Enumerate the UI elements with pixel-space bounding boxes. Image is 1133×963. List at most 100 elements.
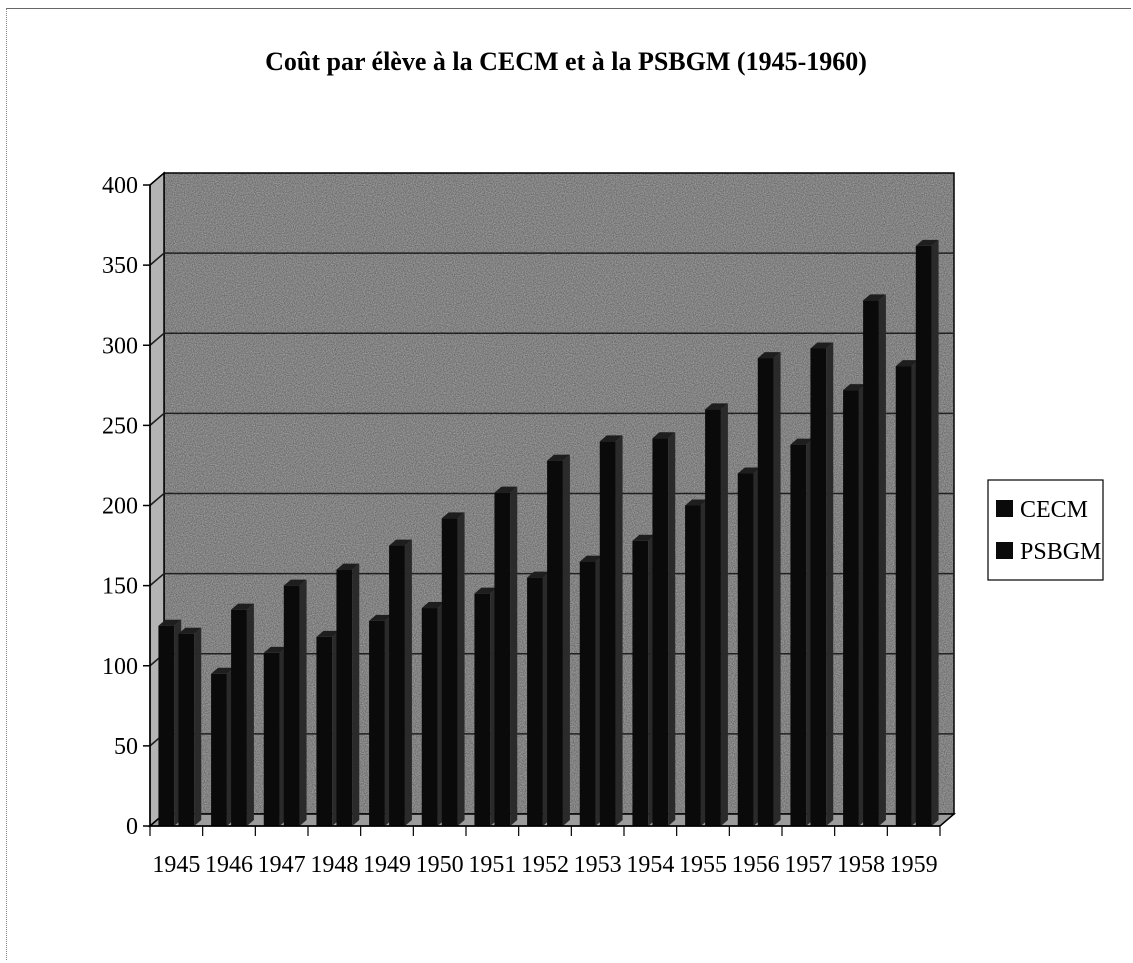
bar-cecm-1958	[843, 384, 866, 826]
bar-top	[790, 438, 814, 445]
bar-top	[705, 403, 728, 410]
bar-psbgm-1956	[757, 352, 781, 826]
y-tick-label: 50	[114, 734, 138, 760]
bar-front	[737, 473, 754, 826]
y-tick-label: 0	[126, 814, 138, 840]
bar-psbgm-1946	[231, 603, 254, 826]
bar-cecm-1955	[685, 499, 708, 826]
legend-swatch-cecm	[996, 500, 1013, 517]
legend: CECM PSBGM	[987, 479, 1104, 581]
bar-front	[369, 620, 385, 826]
bar-side	[457, 512, 465, 826]
bar-top	[810, 342, 834, 349]
bar-side	[615, 435, 623, 826]
x-tick-label: 1952	[521, 852, 569, 878]
x-tick-label: 1950	[416, 852, 464, 878]
bar-psbgm-1952	[547, 454, 570, 826]
bar-front	[685, 505, 701, 826]
legend-label-cecm: CECM	[1020, 497, 1088, 523]
bar-front	[547, 460, 563, 826]
bar-front	[494, 492, 511, 826]
bar-front	[599, 441, 616, 826]
y-tick-label: 350	[102, 253, 138, 279]
bar-top	[863, 294, 886, 301]
x-tick-label: 1951	[468, 852, 516, 878]
bar-top	[263, 646, 287, 653]
bar-front	[389, 545, 405, 826]
y-tick-label: 100	[102, 654, 138, 680]
bar-cecm-1946	[211, 667, 234, 826]
bar-front	[843, 390, 859, 826]
bar-front	[527, 577, 543, 826]
bar-front	[652, 438, 669, 826]
y-tick-label: 300	[102, 333, 138, 359]
legend-label-psbgm: PSBGM	[1020, 539, 1101, 565]
bar-front	[790, 444, 807, 826]
bar-front	[705, 409, 721, 826]
bar-cecm-1948	[316, 630, 340, 826]
y-tick-label: 400	[102, 173, 138, 199]
x-tick-label: 1954	[626, 852, 674, 878]
chart-frame	[6, 8, 1131, 960]
bar-front	[863, 300, 879, 826]
bar-top	[158, 619, 182, 626]
bar-top	[652, 432, 676, 439]
bar-top	[211, 667, 234, 674]
bar-top	[685, 499, 708, 506]
bar-side	[404, 539, 412, 826]
gridline	[149, 332, 954, 346]
bar-cecm-1957	[790, 438, 814, 826]
x-tick-label: 1945	[152, 852, 200, 878]
bar-psbgm-1958	[863, 294, 886, 826]
bar-front	[632, 540, 649, 826]
bar-top	[757, 352, 781, 359]
bar-psbgm-1950	[441, 512, 465, 826]
legend-box	[987, 479, 1104, 581]
bar-front	[441, 518, 458, 826]
bar-top	[632, 534, 656, 541]
bar-side	[352, 563, 360, 826]
y-tick-label: 250	[102, 413, 138, 439]
bar-front	[915, 245, 932, 826]
bar-top	[389, 539, 412, 546]
bar-side	[931, 239, 939, 826]
y-tick-label: 150	[102, 574, 138, 600]
bar-side	[562, 454, 570, 826]
y-tick-label: 200	[102, 494, 138, 520]
bar-front	[283, 585, 300, 826]
bar-psbgm-1947	[283, 579, 307, 826]
x-tick-label: 1956	[732, 852, 780, 878]
bar-top	[599, 435, 623, 442]
bar-front	[263, 652, 280, 826]
bar-front	[231, 609, 247, 826]
bar-cecm-1951	[474, 587, 498, 826]
bar-top	[915, 239, 939, 246]
bar-psbgm-1953	[599, 435, 623, 826]
bar-front	[579, 561, 596, 826]
bar-top	[527, 571, 550, 578]
bar-psbgm-1948	[336, 563, 360, 826]
bar-front	[158, 625, 175, 826]
bar-psbgm-1945	[178, 627, 202, 826]
chart-title: Coût par élève à la CECM et à la PSBGM (…	[265, 47, 867, 76]
bar-top	[474, 587, 498, 594]
bar-cecm-1956	[737, 467, 761, 826]
bar-side	[826, 342, 834, 826]
bar-side	[668, 432, 676, 826]
bar-psbgm-1959	[915, 239, 939, 826]
bar-cecm-1947	[263, 646, 287, 826]
bar-front	[316, 636, 333, 826]
bar-top	[895, 360, 919, 367]
gridline	[149, 492, 954, 507]
bar-front	[211, 673, 227, 826]
bar-top	[369, 614, 392, 621]
x-tick-label: 1947	[258, 852, 306, 878]
bar-side	[246, 603, 254, 826]
bar-psbgm-1951	[494, 486, 518, 826]
bar-front	[474, 593, 491, 826]
bar-group	[158, 239, 939, 826]
bar-cecm-1952	[527, 571, 550, 826]
gridline	[149, 252, 954, 266]
bar-cecm-1959	[895, 360, 919, 826]
gridline	[149, 412, 954, 426]
